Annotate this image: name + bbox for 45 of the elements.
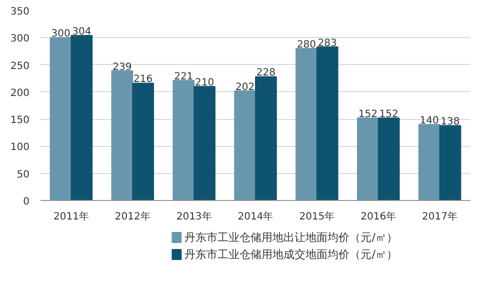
data-label: 280 <box>296 40 316 50</box>
y-tick-label: 50 <box>16 169 30 180</box>
data-label: 152 <box>358 108 378 120</box>
data-label: 216 <box>134 74 153 86</box>
data-label: 138 <box>440 116 460 128</box>
data-label: 221 <box>174 72 194 83</box>
data-label: 228 <box>256 68 276 79</box>
bar <box>50 37 72 200</box>
y-tick-label: 350 <box>10 6 30 18</box>
x-tick-label: 2012年 <box>114 210 150 222</box>
bar <box>111 70 134 200</box>
data-label: 300 <box>51 28 70 40</box>
bar <box>418 124 440 200</box>
y-tick-label: 200 <box>10 88 30 99</box>
y-tick-label: 150 <box>10 115 30 126</box>
legend-label: 丹东市工业仓储用地出让地面均价（元/㎡） <box>184 231 398 244</box>
legend-label: 丹东市工业仓储用地成交地面均价（元/㎡） <box>184 248 398 261</box>
x-tick-label: 2016年 <box>360 210 396 222</box>
data-label: 210 <box>194 78 214 88</box>
x-tick-label: 2015年 <box>299 210 335 222</box>
bar <box>234 90 256 200</box>
y-tick-label: 0 <box>23 196 30 208</box>
data-label: 152 <box>379 108 398 120</box>
x-tick-label: 2017年 <box>422 210 458 222</box>
bar <box>296 48 318 200</box>
y-tick-label: 250 <box>10 60 30 72</box>
data-label: 202 <box>236 82 255 93</box>
y-tick-label: 300 <box>10 34 30 45</box>
data-label: 283 <box>318 38 337 49</box>
bar <box>194 86 216 200</box>
data-label: 239 <box>112 62 132 73</box>
data-label: 140 <box>420 116 439 126</box>
bar <box>356 117 379 200</box>
x-tick-label: 2013年 <box>176 210 212 222</box>
bar <box>70 34 93 200</box>
bar <box>172 80 195 200</box>
data-label: 304 <box>72 26 92 38</box>
bar <box>378 117 400 200</box>
bar <box>255 76 277 200</box>
bar <box>439 125 462 200</box>
y-tick-label: 100 <box>10 142 30 154</box>
x-tick-label: 2011年 <box>53 210 89 222</box>
bar <box>316 46 338 200</box>
bar <box>132 82 154 200</box>
x-tick-label: 2014年 <box>238 210 274 222</box>
